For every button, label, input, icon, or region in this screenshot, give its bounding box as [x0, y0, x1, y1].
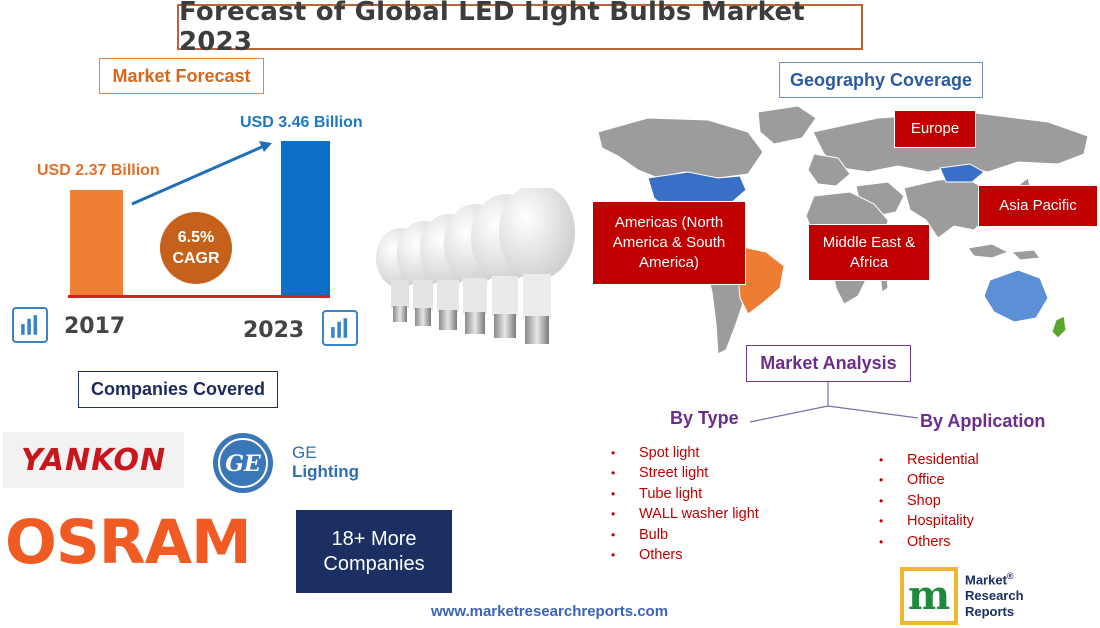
- list-item: Residential: [879, 450, 979, 471]
- geography-coverage-label: Geography Coverage: [789, 69, 973, 90]
- list-item: Others: [879, 532, 979, 553]
- by-application-heading: By Application: [920, 411, 1046, 431]
- svg-text:GE: GE: [225, 451, 262, 477]
- website-link[interactable]: www.marketresearchreports.com: [431, 603, 669, 620]
- list-item: Tube light: [611, 484, 759, 505]
- more-companies-box: 18+ More Companies: [296, 510, 452, 593]
- list-item: WALL washer light: [611, 504, 759, 525]
- bar-2017: [70, 190, 123, 296]
- cagr-label: CAGR: [172, 250, 220, 267]
- list-item: Shop: [879, 491, 979, 512]
- type-list: Spot light Street light Tube light WALL …: [611, 443, 759, 566]
- yankon-logo: YANKON: [3, 432, 184, 488]
- osram-logo: OSRAM: [5, 507, 252, 578]
- registered-mark: ®: [1006, 571, 1014, 581]
- ge-text-line1: GE: [292, 443, 317, 462]
- list-item: Hospitality: [879, 511, 979, 532]
- year-end-label: 2023: [243, 318, 305, 343]
- list-item: Spot light: [611, 443, 759, 464]
- list-item: Bulb: [611, 525, 759, 546]
- more-companies-line1: 18+ More: [331, 527, 417, 550]
- more-companies-line2: Companies: [323, 552, 425, 575]
- region-mea-label: Middle East & Africa: [808, 224, 930, 281]
- mrr-logo-letter: m: [907, 572, 951, 619]
- bar-chart-icon: [322, 310, 358, 346]
- growth-arrow-icon: [131, 141, 272, 206]
- list-item: Office: [879, 470, 979, 491]
- chart-baseline: [68, 295, 330, 298]
- companies-covered-heading: Companies Covered: [78, 371, 278, 408]
- geography-coverage-heading: Geography Coverage: [779, 62, 983, 98]
- yankon-text: YANKON: [20, 442, 167, 478]
- market-analysis-label: Market Analysis: [760, 353, 897, 373]
- region-americas-label: Americas (North America & South America): [592, 201, 746, 285]
- market-forecast-label: Market Forecast: [112, 65, 251, 86]
- companies-covered-label: Companies Covered: [90, 379, 266, 399]
- year-start-label: 2017: [64, 314, 126, 339]
- list-item: Others: [611, 545, 759, 566]
- region-europe-label: Europe: [894, 110, 976, 148]
- ge-text-line2: Lighting: [292, 462, 360, 481]
- by-type-heading: By Type: [670, 408, 739, 428]
- page-title: Forecast of Global LED Light Bulbs Marke…: [179, 0, 805, 57]
- brand-line1: Market: [965, 572, 1007, 588]
- region-apac-label: Asia Pacific: [978, 185, 1098, 227]
- ge-logo-icon: GE: [213, 433, 273, 493]
- brand-line3: Reports: [965, 604, 1015, 620]
- title-box: Forecast of Global LED Light Bulbs Marke…: [177, 0, 863, 57]
- brand-line2: Research: [965, 588, 1024, 604]
- list-item: Street light: [611, 463, 759, 484]
- market-forecast-heading: Market Forecast: [99, 58, 264, 94]
- ge-lighting-wordmark: GE Lighting: [292, 443, 359, 481]
- value-2017-label: USD 2.37 Billion: [37, 162, 160, 179]
- value-2023-label: USD 3.46 Billion: [240, 114, 363, 131]
- market-analysis-heading: Market Analysis: [746, 345, 911, 382]
- bar-chart-icon: [12, 307, 48, 343]
- analysis-tree-connector: [749, 382, 919, 423]
- cagr-value: 6.5%: [177, 229, 215, 246]
- led-bulbs-image: [376, 188, 575, 344]
- mrr-wordmark: Market® Research Reports: [965, 568, 1024, 620]
- cagr-badge: 6.5% CAGR: [160, 212, 232, 284]
- mrr-logo-icon: m: [900, 567, 958, 625]
- bar-2023: [281, 141, 330, 296]
- application-list: Residential Office Shop Hospitality Othe…: [879, 450, 979, 552]
